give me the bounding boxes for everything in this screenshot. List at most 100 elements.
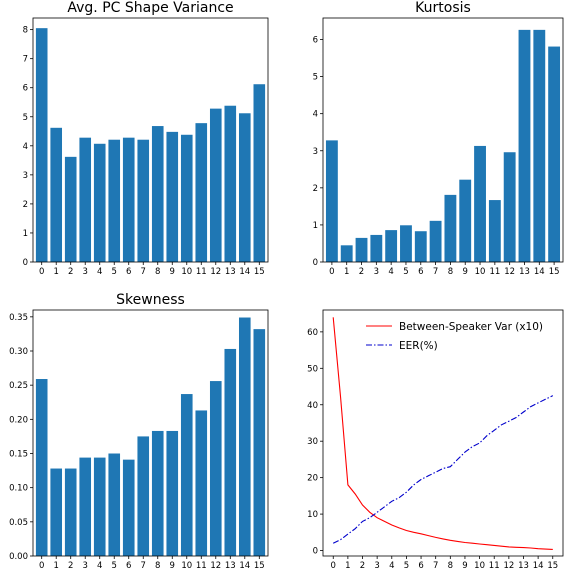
bar-2 bbox=[64, 468, 77, 556]
bar-4 bbox=[93, 457, 106, 556]
y-tick-label: 0 bbox=[23, 258, 28, 268]
x-tick-label: 3 bbox=[83, 267, 88, 277]
x-tick-label: 4 bbox=[388, 267, 393, 277]
bar-9 bbox=[166, 430, 179, 556]
x-tick-label: 0 bbox=[39, 561, 44, 570]
bar-12 bbox=[209, 381, 222, 556]
x-tick-label: 2 bbox=[359, 267, 364, 277]
x-tick-label: 5 bbox=[112, 561, 117, 570]
y-tick-label: 30 bbox=[307, 437, 318, 447]
x-tick-label: 15 bbox=[547, 561, 558, 570]
x-tick-label: 13 bbox=[519, 267, 530, 277]
x-tick-label: 10 bbox=[181, 267, 192, 277]
x-tick-label: 15 bbox=[254, 561, 265, 570]
bar-7 bbox=[429, 220, 442, 262]
y-tick-label: 4 bbox=[313, 110, 318, 120]
x-tick-label: 4 bbox=[389, 561, 394, 570]
x-tick-label: 12 bbox=[503, 561, 514, 570]
bar-7 bbox=[137, 139, 150, 262]
y-tick-label: 8 bbox=[23, 26, 28, 36]
bar-0 bbox=[325, 140, 338, 262]
bar-12 bbox=[503, 152, 516, 262]
axes-frame-2 bbox=[32, 309, 269, 557]
series-line-0 bbox=[332, 317, 553, 550]
x-tick-label: 7 bbox=[141, 561, 146, 570]
x-tick-label: 13 bbox=[518, 561, 529, 570]
bar-11 bbox=[195, 123, 208, 263]
x-tick-label: 12 bbox=[210, 561, 221, 570]
bar-8 bbox=[151, 126, 164, 262]
x-tick-label: 1 bbox=[344, 267, 349, 277]
y-tick-label: 0.05 bbox=[9, 518, 28, 528]
y-tick-label: 4 bbox=[23, 142, 28, 152]
x-tick-label: 10 bbox=[181, 561, 192, 570]
bar-2 bbox=[64, 156, 77, 262]
x-tick-label: 5 bbox=[112, 267, 117, 277]
y-tick-label: 0.20 bbox=[9, 415, 28, 425]
x-tick-label: 5 bbox=[403, 267, 408, 277]
y-tick-label: 0.15 bbox=[9, 450, 28, 460]
bar-3 bbox=[79, 137, 92, 262]
x-tick-label: 8 bbox=[448, 561, 453, 570]
bar-8 bbox=[444, 194, 457, 262]
x-tick-label: 4 bbox=[97, 561, 102, 570]
bar-15 bbox=[548, 46, 561, 262]
x-tick-label: 14 bbox=[239, 267, 250, 277]
y-tick-label: 7 bbox=[23, 55, 28, 65]
y-tick-label: 6 bbox=[23, 84, 28, 94]
bar-14 bbox=[533, 29, 546, 263]
x-tick-label: 7 bbox=[433, 561, 438, 570]
bar-14 bbox=[238, 113, 251, 263]
bar-1 bbox=[340, 245, 353, 262]
bar-10 bbox=[180, 394, 193, 556]
y-tick-label: 2 bbox=[313, 184, 318, 194]
x-tick-label: 1 bbox=[53, 267, 58, 277]
x-tick-label: 1 bbox=[345, 561, 350, 570]
x-tick-label: 6 bbox=[126, 561, 131, 570]
y-tick-label: 1 bbox=[23, 229, 28, 239]
axes-frame-1 bbox=[322, 17, 564, 263]
x-tick-label: 5 bbox=[404, 561, 409, 570]
x-tick-label: 7 bbox=[433, 267, 438, 277]
bar-6 bbox=[122, 137, 135, 262]
x-tick-label: 2 bbox=[360, 561, 365, 570]
bar-4 bbox=[93, 143, 106, 262]
bar-7 bbox=[137, 436, 150, 556]
y-tick-label: 0 bbox=[313, 547, 318, 557]
legend-label-1: EER(%) bbox=[399, 340, 438, 352]
bar-2 bbox=[355, 237, 368, 262]
bar-4 bbox=[385, 230, 398, 262]
x-tick-label: 13 bbox=[225, 561, 236, 570]
bar-1 bbox=[50, 127, 63, 262]
x-tick-label: 4 bbox=[97, 267, 102, 277]
bar-6 bbox=[414, 231, 427, 262]
x-tick-label: 0 bbox=[329, 267, 334, 277]
y-tick-label: 5 bbox=[313, 73, 318, 83]
bar-10 bbox=[474, 145, 486, 262]
x-tick-label: 10 bbox=[474, 561, 485, 570]
x-tick-label: 14 bbox=[239, 561, 250, 570]
axes-frame-0 bbox=[32, 17, 269, 263]
x-tick-label: 8 bbox=[155, 267, 160, 277]
x-tick-label: 7 bbox=[141, 267, 146, 277]
x-tick-label: 11 bbox=[196, 561, 207, 570]
y-tick-label: 0 bbox=[313, 258, 318, 268]
bar-12 bbox=[209, 108, 222, 262]
y-tick-label: 0.00 bbox=[9, 552, 28, 562]
y-tick-label: 40 bbox=[307, 401, 318, 411]
y-tick-label: 60 bbox=[307, 328, 318, 338]
bar-15 bbox=[253, 84, 266, 262]
x-tick-label: 0 bbox=[39, 267, 44, 277]
y-tick-label: 20 bbox=[307, 474, 318, 484]
legend-label-0: Between-Speaker Var (x10) bbox=[399, 321, 543, 333]
bar-6 bbox=[122, 459, 135, 556]
bar-10 bbox=[180, 134, 193, 262]
x-tick-label: 12 bbox=[210, 267, 221, 277]
x-tick-label: 15 bbox=[254, 267, 265, 277]
x-tick-label: 9 bbox=[170, 267, 175, 277]
x-tick-label: 3 bbox=[83, 561, 88, 570]
bar-9 bbox=[459, 179, 472, 262]
